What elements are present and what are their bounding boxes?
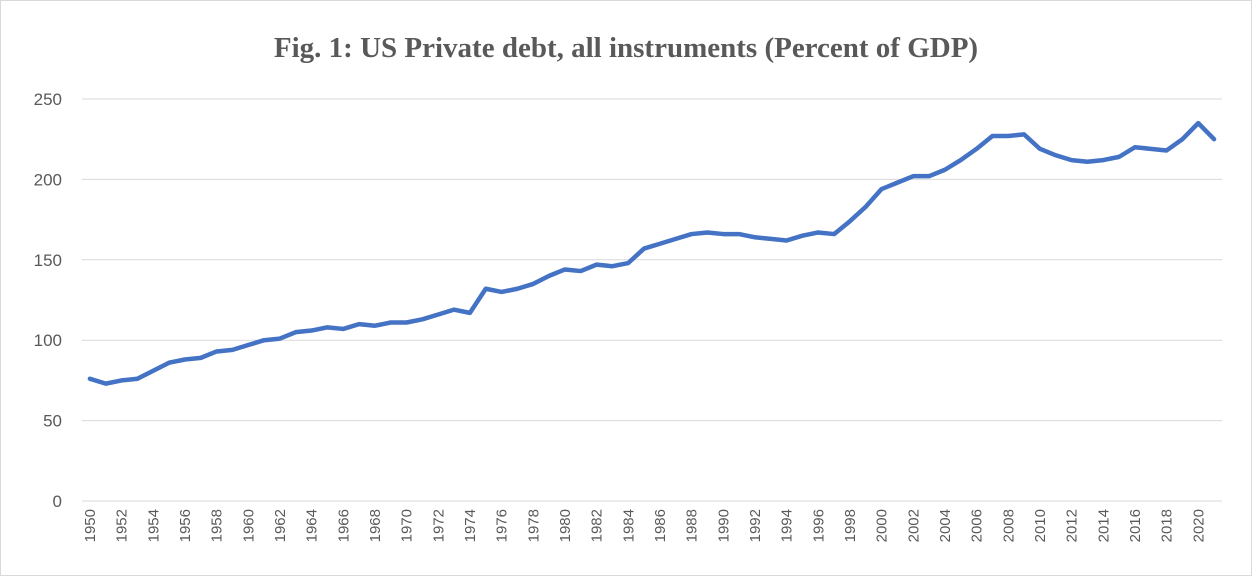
gridlines bbox=[82, 99, 1222, 421]
x-tick-label: 1998 bbox=[842, 509, 859, 542]
x-tick-label: 1958 bbox=[209, 509, 226, 542]
x-tick-label: 2018 bbox=[1159, 509, 1176, 542]
x-tick-label: 1956 bbox=[177, 509, 194, 542]
x-tick-label: 1960 bbox=[240, 509, 257, 542]
x-tick-label: 1986 bbox=[652, 509, 669, 542]
x-tick-label: 1978 bbox=[525, 509, 542, 542]
x-axis-ticks: 1950 1952 1954 1956 1958 1960 1962 1964 1966 1968… bbox=[82, 509, 1207, 542]
x-tick-label: 2016 bbox=[1127, 509, 1144, 542]
x-tick-label: 2006 bbox=[969, 509, 986, 542]
x-tick-label: 1950 bbox=[82, 509, 99, 542]
x-tick-label: 1952 bbox=[114, 509, 131, 542]
y-tick-label: 250 bbox=[34, 90, 62, 109]
y-tick-label: 200 bbox=[34, 170, 62, 189]
x-tick-label: 1994 bbox=[779, 509, 796, 542]
x-tick-label: 1992 bbox=[747, 509, 764, 542]
x-tick-label: 2000 bbox=[874, 509, 891, 542]
x-tick-label: 1968 bbox=[367, 509, 384, 542]
x-tick-label: 2010 bbox=[1032, 509, 1049, 542]
x-tick-label: 2020 bbox=[1190, 509, 1207, 542]
y-tick-label: 50 bbox=[43, 412, 62, 431]
x-tick-label: 1964 bbox=[304, 509, 321, 542]
y-axis-ticks: 0 50 100 150 200 250 bbox=[34, 90, 62, 511]
x-tick-label: 1970 bbox=[399, 509, 416, 542]
x-tick-label: 2008 bbox=[1000, 509, 1017, 542]
x-tick-label: 1954 bbox=[145, 509, 162, 542]
x-tick-label: 1982 bbox=[589, 509, 606, 542]
x-tick-label: 1976 bbox=[494, 509, 511, 542]
x-tick-label: 1974 bbox=[462, 509, 479, 542]
y-tick-label: 150 bbox=[34, 251, 62, 270]
x-tick-label: 1988 bbox=[684, 509, 701, 542]
x-tick-label: 1980 bbox=[557, 509, 574, 542]
x-tick-label: 2012 bbox=[1064, 509, 1081, 542]
x-tick-label: 1984 bbox=[620, 509, 637, 542]
x-tick-label: 2014 bbox=[1095, 509, 1112, 542]
series-line bbox=[90, 123, 1214, 384]
x-tick-label: 1996 bbox=[810, 509, 827, 542]
y-tick-label: 100 bbox=[34, 331, 62, 350]
x-tick-label: 2004 bbox=[937, 509, 954, 542]
y-tick-label: 0 bbox=[53, 492, 62, 511]
x-tick-label: 1972 bbox=[430, 509, 447, 542]
x-tick-label: 2002 bbox=[905, 509, 922, 542]
x-tick-label: 1990 bbox=[715, 509, 732, 542]
x-tick-label: 1966 bbox=[335, 509, 352, 542]
x-tick-label: 1962 bbox=[272, 509, 289, 542]
